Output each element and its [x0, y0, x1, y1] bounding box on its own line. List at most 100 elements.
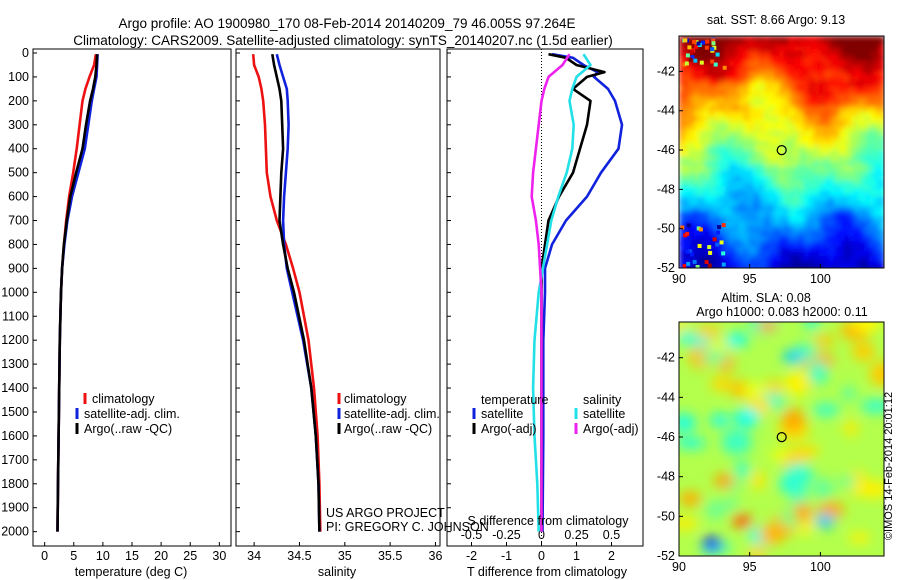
sst-cell — [859, 116, 865, 122]
legend-label-temperature-satellite: satellite — [481, 407, 523, 421]
sst-cell — [844, 206, 850, 212]
sst-noise-cell — [711, 38, 716, 43]
sst-cell — [709, 166, 715, 172]
sst-cell — [779, 136, 785, 142]
sla-blob — [679, 491, 702, 507]
sst-cell — [764, 41, 770, 47]
sst-cell — [789, 226, 795, 232]
sst-cell — [869, 211, 875, 217]
sst-cell — [874, 261, 880, 267]
depth-tick-label: 2000 — [1, 525, 29, 539]
sst-cell — [789, 96, 795, 102]
sst-cell — [769, 171, 775, 177]
x-tick-label: 34.5 — [287, 549, 311, 563]
sst-cell — [844, 141, 850, 147]
sst-cell — [794, 106, 800, 112]
series-line-argo-raw-qc- — [56, 54, 99, 532]
sst-cell — [719, 81, 725, 87]
sst-cell — [779, 51, 785, 57]
sst-cell — [769, 116, 775, 122]
sst-cell — [739, 246, 745, 252]
sst-cell — [679, 91, 685, 97]
sst-cell — [859, 196, 865, 202]
sst-cell — [689, 231, 695, 237]
sst-cell — [859, 111, 865, 117]
sst-cell — [774, 171, 780, 177]
imos-credit: ©IMOS 14-Feb-2014 20:01:12 — [883, 392, 895, 540]
sst-cell — [839, 156, 845, 162]
sst-cell — [734, 266, 740, 268]
sst-cell — [734, 261, 740, 267]
sst-cell — [799, 161, 805, 167]
sst-cell — [794, 171, 800, 177]
sst-cell — [729, 191, 735, 197]
sst-cell — [754, 136, 760, 142]
sst-cell — [679, 116, 685, 122]
sst-cell — [794, 126, 800, 132]
sst-cell — [749, 256, 755, 262]
sst-cell — [859, 41, 865, 47]
sst-cell — [844, 46, 850, 52]
sst-cell — [804, 236, 810, 242]
sst-cell — [879, 141, 884, 147]
sst-cell — [739, 156, 745, 162]
sst-cell — [694, 166, 700, 172]
sst-cell — [849, 66, 855, 72]
sla-blob — [723, 499, 739, 510]
sst-cell — [824, 241, 830, 247]
sst-noise-cell — [693, 58, 698, 63]
depth-tick-label: 1700 — [1, 453, 29, 467]
sst-cell — [689, 161, 695, 167]
sst-cell — [699, 106, 705, 112]
sst-cell — [754, 71, 760, 77]
sst-cell — [854, 61, 860, 67]
sst-cell — [684, 241, 690, 247]
sst-cell — [869, 156, 875, 162]
sst-cell — [804, 231, 810, 237]
sst-cell — [769, 46, 775, 52]
sst-cell — [804, 66, 810, 72]
sst-cell — [854, 141, 860, 147]
sst-cell — [849, 221, 855, 227]
sst-cell — [854, 161, 860, 167]
difference-legend: temperature salinity satellite Argo(-adj… — [472, 393, 639, 436]
sst-cell — [879, 131, 884, 137]
x-tick-label: 15 — [125, 549, 139, 563]
sst-cell — [814, 116, 820, 122]
sst-cell — [829, 196, 835, 202]
sst-cell — [809, 261, 815, 267]
sst-cell — [859, 136, 865, 142]
sst-cell — [849, 206, 855, 212]
sst-cell — [784, 161, 790, 167]
sst-cell — [699, 91, 705, 97]
sst-cell — [764, 161, 770, 167]
sst-cell — [804, 226, 810, 232]
sst-cell — [699, 56, 705, 62]
sst-cell — [769, 226, 775, 232]
sst-cell — [789, 81, 795, 87]
sst-cell — [729, 66, 735, 72]
sst-cell — [789, 216, 795, 222]
sst-cell — [704, 206, 710, 212]
sst-cell — [699, 236, 705, 242]
sst-cell — [834, 251, 840, 257]
sst-cell — [689, 96, 695, 102]
sst-cell — [699, 181, 705, 187]
sst-cell — [679, 216, 685, 222]
sst-cell — [789, 156, 795, 162]
sst-cell — [764, 121, 770, 127]
sst-cell — [789, 116, 795, 122]
sst-cell — [764, 221, 770, 227]
depth-tick-label: 100 — [8, 70, 29, 84]
sst-cell — [754, 106, 760, 112]
sst-cell — [729, 121, 735, 127]
sst-cell — [729, 176, 735, 182]
sst-cell — [779, 146, 785, 152]
sst-cell — [849, 86, 855, 92]
sst-noise-cell — [722, 65, 727, 70]
sst-noise-cell — [700, 40, 705, 45]
sst-cell — [729, 181, 735, 187]
sst-cell — [859, 146, 865, 152]
sst-cell — [874, 216, 880, 222]
sst-cell — [714, 136, 720, 142]
